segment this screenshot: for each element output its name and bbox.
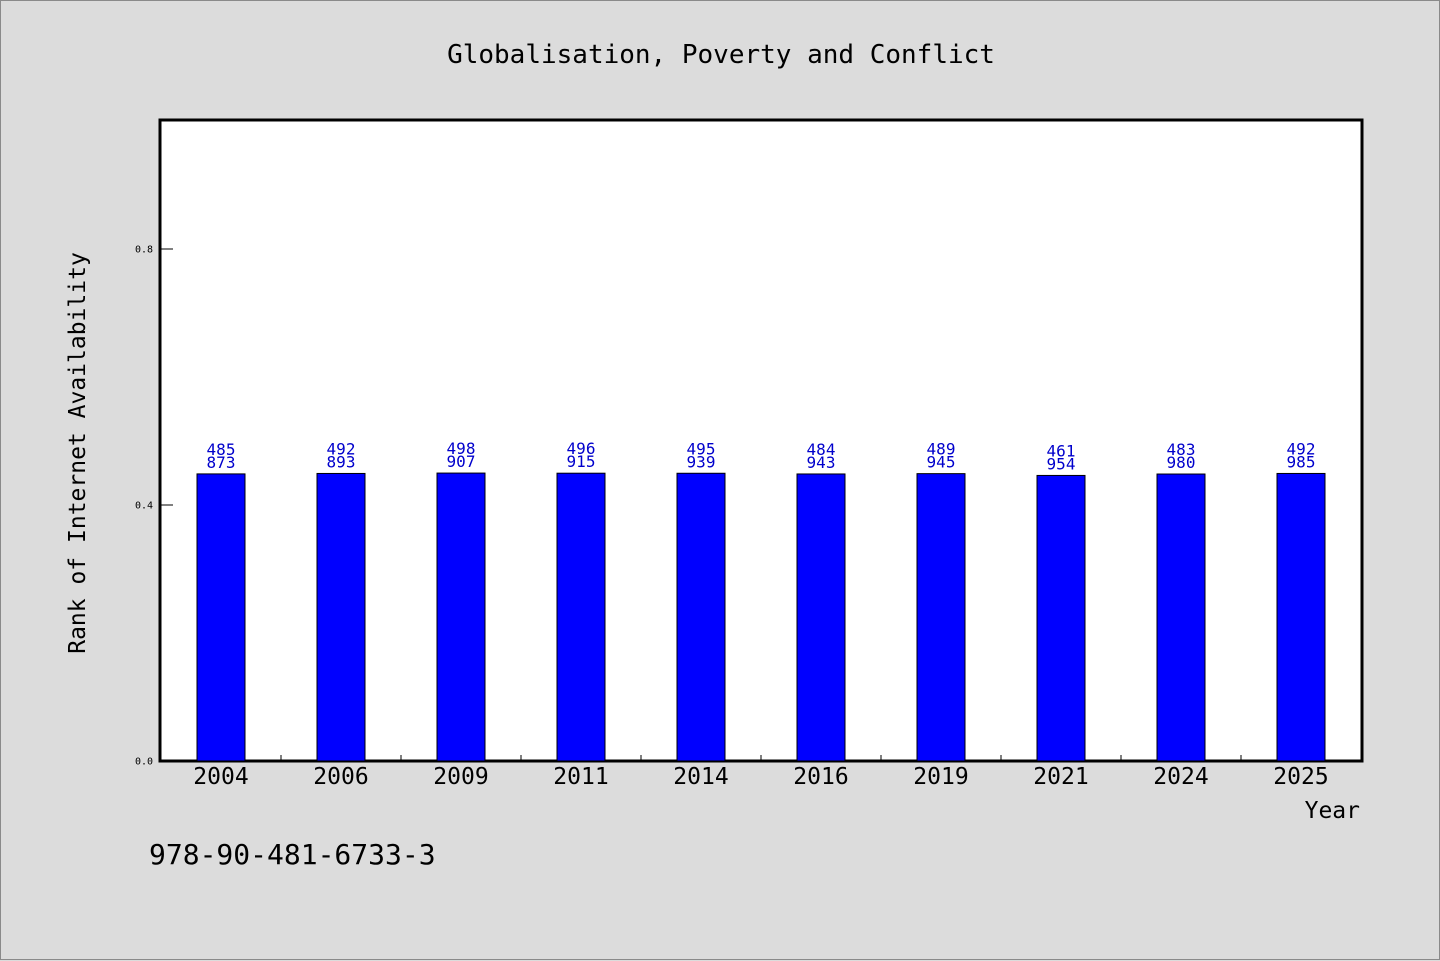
x-axis-categories: 2004 2006 2009 2011 2014 2016 2019 2021 2024 2025 — [193, 764, 1328, 790]
bar — [436, 472, 486, 762]
bar-value-label: 496 — [567, 439, 596, 458]
x-category-label: 2004 — [193, 764, 248, 790]
bar-value-label: 915 — [567, 452, 596, 471]
bar-value-label: 945 — [927, 453, 956, 472]
bar-value-label: 907 — [447, 452, 476, 471]
bar-value-label: 985 — [1287, 452, 1316, 471]
x-axis-ticks — [280, 755, 1242, 761]
bar-value-label: 483 — [1167, 440, 1196, 459]
y-axis-ticks: 0.0 0.4 0.8 — [135, 245, 173, 768]
bar-value-label: 485 — [207, 440, 236, 459]
bar — [676, 472, 726, 762]
y-tick-label: 0.0 — [135, 757, 153, 768]
isbn-label: 978-90-481-6733-3 — [149, 838, 436, 871]
bar-value-label: 943 — [807, 453, 836, 472]
bar — [196, 473, 246, 762]
y-tick-label: 0.4 — [135, 501, 153, 512]
bar — [916, 473, 966, 762]
bar — [316, 472, 366, 762]
bar-value-label: 873 — [207, 453, 236, 472]
bar-value-label: 495 — [687, 439, 716, 458]
y-tick-label: 0.8 — [135, 245, 153, 256]
x-category-label: 2014 — [673, 764, 728, 790]
bar-value-label: 980 — [1167, 453, 1196, 472]
bar — [1156, 473, 1206, 762]
x-category-label: 2011 — [553, 764, 608, 790]
bar-value-label: 954 — [1047, 454, 1076, 473]
bar-value-label: 489 — [927, 440, 956, 459]
bar-value-label: 492 — [1287, 439, 1316, 458]
x-category-label: 2025 — [1273, 764, 1328, 790]
chart-title: Globalisation, Poverty and Conflict — [447, 40, 995, 70]
bar — [796, 473, 846, 762]
x-category-label: 2024 — [1153, 764, 1208, 790]
x-category-label: 2009 — [433, 764, 488, 790]
value-labels: 4858734928934989074969154959394849434899… — [207, 439, 1316, 473]
y-axis-title: Rank of Internet Availability — [65, 252, 91, 654]
x-category-label: 2016 — [793, 764, 848, 790]
x-axis-title: Year — [1305, 798, 1360, 824]
bar — [1276, 472, 1326, 762]
bar-value-label: 893 — [327, 452, 356, 471]
bar — [1036, 474, 1086, 762]
bar-value-label: 939 — [687, 452, 716, 471]
bar-value-label: 498 — [447, 439, 476, 458]
x-category-label: 2006 — [313, 764, 368, 790]
bar-series — [196, 472, 1326, 762]
bar — [556, 472, 606, 762]
x-category-label: 2021 — [1033, 764, 1088, 790]
bar-value-label: 492 — [327, 439, 356, 458]
bar-value-label: 461 — [1047, 441, 1076, 460]
bar-value-label: 484 — [807, 440, 836, 459]
x-category-label: 2019 — [913, 764, 968, 790]
